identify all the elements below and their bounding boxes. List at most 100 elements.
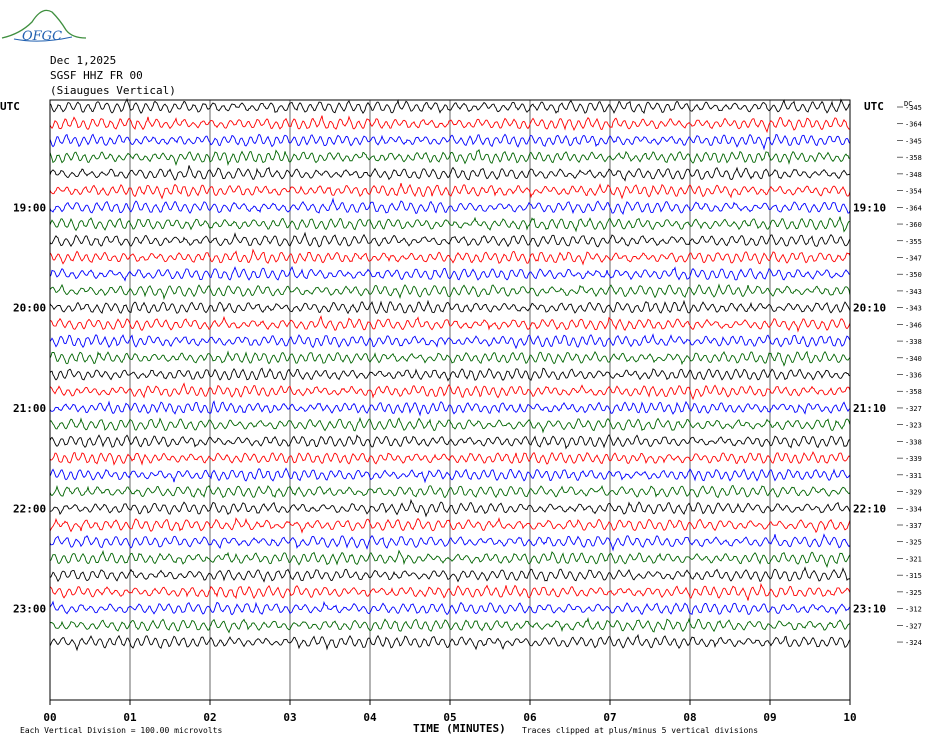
header-location: (Siaugues Vertical) <box>50 84 176 97</box>
vertical-division-note: Each Vertical Division = 100.00 microvol… <box>20 726 222 735</box>
seismic-trace <box>50 315 851 333</box>
dc-offset-label: -315 <box>905 572 922 580</box>
seismic-trace <box>49 350 851 367</box>
time-label-left: 23:00 <box>13 603 46 616</box>
seismic-trace <box>49 633 851 652</box>
dc-offset-label: -325 <box>905 539 922 547</box>
seismic-trace <box>49 600 851 616</box>
seismic-trace <box>49 165 851 182</box>
dc-offset-label: -340 <box>905 355 922 363</box>
x-tick-label: 04 <box>363 711 377 724</box>
dc-offset-label: -345 <box>905 104 922 112</box>
seismic-trace <box>49 248 851 266</box>
time-label-left: 22:00 <box>13 502 46 515</box>
dc-offset-label: -325 <box>905 589 922 597</box>
x-tick-label: 06 <box>523 711 537 724</box>
dc-offset-label: -364 <box>905 121 922 129</box>
dc-offset-label: -337 <box>905 522 922 530</box>
seismic-trace <box>49 616 851 634</box>
x-tick-label: 10 <box>843 711 856 724</box>
dc-offset-label: -358 <box>905 388 922 396</box>
dc-offset-label: -355 <box>905 238 922 246</box>
dc-offset-label: -334 <box>905 505 922 513</box>
dc-offset-label: -348 <box>905 171 922 179</box>
seismic-trace <box>49 231 851 248</box>
time-label-left: 20:00 <box>13 302 46 315</box>
seismic-trace <box>49 467 851 484</box>
axis-labels: UTC UTC DC 19:00 20:00 21:00 22:00 23:00 19:10 20… <box>0 100 922 735</box>
dc-offset-label: -321 <box>905 555 922 563</box>
dc-label: DC <box>904 100 912 108</box>
dc-offset-label: -338 <box>905 438 922 446</box>
header-date: Dec 1,2025 <box>50 54 117 67</box>
x-tick-label: 09 <box>763 711 776 724</box>
seismic-trace <box>49 484 851 499</box>
x-tick-label: 02 <box>203 711 216 724</box>
dc-offset-label: -346 <box>905 321 922 329</box>
x-tick-label: 05 <box>443 711 456 724</box>
dc-offset-label: -329 <box>905 489 922 497</box>
dc-offset-label: -323 <box>905 422 922 430</box>
grid-lines <box>49 100 851 700</box>
dc-offset-label: -343 <box>905 305 922 313</box>
seismic-trace <box>49 533 851 552</box>
dc-offset-label: -354 <box>905 188 922 196</box>
seismic-trace <box>49 400 851 417</box>
dc-offset-label: -364 <box>905 204 922 212</box>
dc-offset-label: -324 <box>905 639 922 647</box>
dc-offset-label: -350 <box>905 271 922 279</box>
time-label-right: 23:10 <box>853 603 886 616</box>
dc-offset-label: -331 <box>905 472 922 480</box>
seismic-trace <box>49 333 851 350</box>
seismic-trace <box>49 516 851 534</box>
utc-label-left: UTC <box>0 100 20 113</box>
ofgc-logo: OFGC <box>1 9 87 44</box>
dc-offset-label: -358 <box>905 154 922 162</box>
dc-offset-label: -360 <box>905 221 922 229</box>
x-tick-label: 08 <box>683 711 696 724</box>
seismic-trace <box>49 382 851 401</box>
time-label-right: 22:10 <box>853 502 886 515</box>
seismic-trace <box>49 416 851 434</box>
seismic-trace <box>49 367 851 382</box>
x-axis-title: TIME (MINUTES) <box>413 722 506 735</box>
seismic-trace <box>49 549 851 569</box>
x-tick-label: 03 <box>283 711 296 724</box>
dc-offset-label: -327 <box>905 405 922 413</box>
logo-text: OFGC <box>22 29 62 44</box>
dc-offset-label: -345 <box>905 137 922 145</box>
seismic-trace <box>49 182 851 200</box>
dc-offset-label: -336 <box>905 372 922 380</box>
seismic-trace <box>49 498 851 518</box>
dc-offset-label: -338 <box>905 338 922 346</box>
trace-group <box>49 97 851 652</box>
seismic-trace <box>49 197 851 215</box>
seismic-trace <box>49 451 851 466</box>
header-station: SGSF HHZ FR 00 <box>50 69 143 82</box>
seismic-trace <box>49 434 851 450</box>
seismic-trace <box>49 299 851 315</box>
time-label-left: 19:00 <box>13 201 46 214</box>
dc-offset-label: -327 <box>905 622 922 630</box>
x-tick-label: 01 <box>123 711 137 724</box>
seismic-trace <box>49 566 851 583</box>
seismic-trace <box>49 133 851 151</box>
time-label-right: 19:10 <box>853 201 886 214</box>
dc-offset-label: -343 <box>905 288 922 296</box>
dc-offset-label: -339 <box>905 455 922 463</box>
seismic-trace <box>49 115 851 134</box>
seismic-trace <box>49 265 851 282</box>
seismic-trace <box>49 97 851 115</box>
seismic-trace <box>49 148 851 167</box>
seismic-trace <box>49 216 851 233</box>
time-label-left: 21:00 <box>13 402 46 415</box>
dc-offset-label: -312 <box>905 606 922 614</box>
x-tick-label: 00 <box>43 711 56 724</box>
seismic-trace <box>49 582 851 601</box>
seismic-trace <box>49 283 851 301</box>
clipping-note: Traces clipped at plus/minus 5 vertical … <box>522 726 758 735</box>
dc-offset-label: -347 <box>905 254 922 262</box>
utc-label-right: UTC <box>864 100 884 113</box>
x-tick-label: 07 <box>603 711 616 724</box>
